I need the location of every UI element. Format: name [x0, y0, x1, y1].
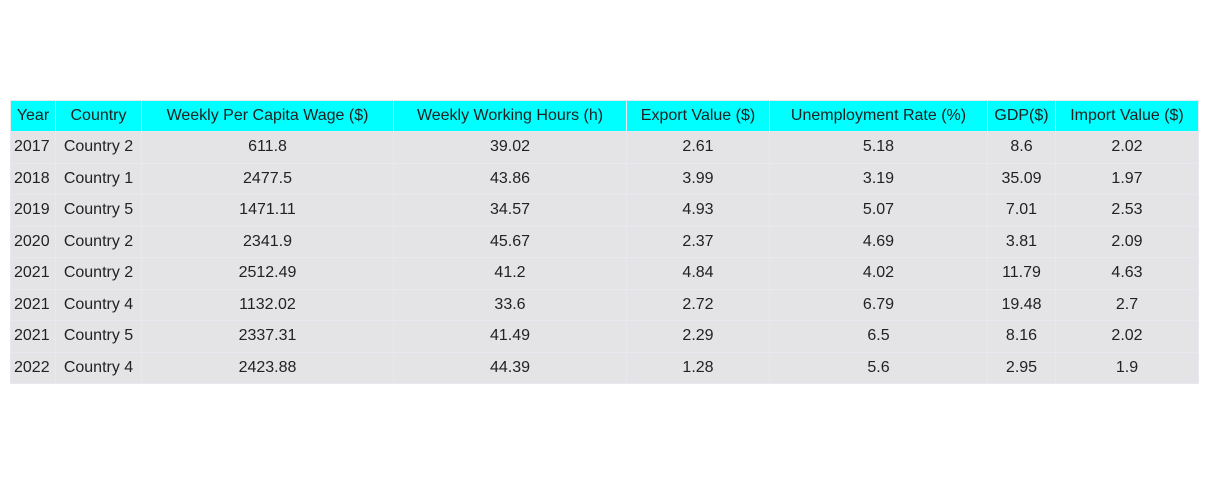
table-cell: 7.01	[987, 194, 1056, 227]
table-row: 2020 Country 2 2341.9 45.67 2.37 4.69 3.81 2.09	[10, 225, 1199, 258]
table-cell: 35.09	[987, 162, 1056, 195]
table-cell: Country 2	[55, 131, 142, 164]
table-body: 2017 Country 2 611.8 39.02 2.61 5.18 8.6 2.02 20…	[10, 131, 1199, 384]
table-cell: 4.93	[626, 194, 770, 227]
table-cell: 5.6	[769, 351, 988, 384]
table-cell: 41.2	[393, 257, 627, 290]
table-cell: 2.7	[1055, 288, 1199, 321]
table-row: 2021 Country 5 2337.31 41.49 2.29 6.5 8.16 2.02	[10, 320, 1199, 353]
table-cell: 2337.31	[141, 320, 394, 353]
table-cell: 2.02	[1055, 131, 1199, 164]
table-cell: 34.57	[393, 194, 627, 227]
table-cell: 2.02	[1055, 320, 1199, 353]
table-cell: Country 5	[55, 320, 142, 353]
table-cell: 39.02	[393, 131, 627, 164]
table-cell: Country 2	[55, 257, 142, 290]
table-cell: 611.8	[141, 131, 394, 164]
table-cell: 2.72	[626, 288, 770, 321]
table-cell: 4.02	[769, 257, 988, 290]
table-cell: 2020	[10, 225, 56, 258]
column-header: Unemployment Rate (%)	[769, 100, 988, 132]
table-cell: 1132.02	[141, 288, 394, 321]
table-cell: 1.97	[1055, 162, 1199, 195]
table-cell: Country 1	[55, 162, 142, 195]
table-cell: 4.63	[1055, 257, 1199, 290]
column-header: Import Value ($)	[1055, 100, 1199, 132]
table-cell: 4.84	[626, 257, 770, 290]
table-cell: 2.95	[987, 351, 1056, 384]
column-header: Weekly Per Capita Wage ($)	[141, 100, 394, 132]
table-cell: 3.99	[626, 162, 770, 195]
table-cell: 5.07	[769, 194, 988, 227]
table-cell: 2477.5	[141, 162, 394, 195]
table-cell: 5.18	[769, 131, 988, 164]
table-cell: 2423.88	[141, 351, 394, 384]
table-cell: 2022	[10, 351, 56, 384]
table-cell: 2021	[10, 320, 56, 353]
table-cell: 2.37	[626, 225, 770, 258]
table-cell: 11.79	[987, 257, 1056, 290]
table-cell: Country 4	[55, 351, 142, 384]
table-cell: 6.5	[769, 320, 988, 353]
table-cell: 3.19	[769, 162, 988, 195]
table-row: 2021 Country 2 2512.49 41.2 4.84 4.02 11.79 4.6…	[10, 257, 1199, 290]
column-header: Export Value ($)	[626, 100, 770, 132]
table-cell: 1471.11	[141, 194, 394, 227]
table-cell: Country 5	[55, 194, 142, 227]
table-cell: 1.9	[1055, 351, 1199, 384]
table-row: 2019 Country 5 1471.11 34.57 4.93 5.07 7.01 2.5…	[10, 194, 1199, 227]
table-cell: 19.48	[987, 288, 1056, 321]
table-row: 2022 Country 4 2423.88 44.39 1.28 5.6 2.95 1.9	[10, 351, 1199, 384]
table-row: 2018 Country 1 2477.5 43.86 3.99 3.19 35.09 1.9…	[10, 162, 1199, 195]
table-cell: 43.86	[393, 162, 627, 195]
data-table: Year Country Weekly Per Capita Wage ($) Wee…	[10, 100, 1199, 384]
table-cell: 8.16	[987, 320, 1056, 353]
data-table-container: Year Country Weekly Per Capita Wage ($) Wee…	[10, 100, 1199, 384]
table-cell: 4.69	[769, 225, 988, 258]
table-cell: 2.29	[626, 320, 770, 353]
table-row: 2017 Country 2 611.8 39.02 2.61 5.18 8.6 2.02	[10, 131, 1199, 164]
table-cell: 2.61	[626, 131, 770, 164]
table-cell: 44.39	[393, 351, 627, 384]
table-cell: 2021	[10, 257, 56, 290]
table-cell: 33.6	[393, 288, 627, 321]
table-cell: 6.79	[769, 288, 988, 321]
table-cell: 2018	[10, 162, 56, 195]
table-cell: 2017	[10, 131, 56, 164]
table-row: 2021 Country 4 1132.02 33.6 2.72 6.79 19.48 2.7	[10, 288, 1199, 321]
table-cell: 2341.9	[141, 225, 394, 258]
column-header: GDP($)	[987, 100, 1056, 132]
table-cell: 2.53	[1055, 194, 1199, 227]
table-cell: 41.49	[393, 320, 627, 353]
table-cell: 2021	[10, 288, 56, 321]
table-cell: 2512.49	[141, 257, 394, 290]
table-cell: 8.6	[987, 131, 1056, 164]
table-cell: 3.81	[987, 225, 1056, 258]
table-cell: 45.67	[393, 225, 627, 258]
table-cell: 2019	[10, 194, 56, 227]
column-header: Country	[55, 100, 142, 132]
table-cell: 1.28	[626, 351, 770, 384]
column-header: Weekly Working Hours (h)	[393, 100, 627, 132]
table-cell: Country 4	[55, 288, 142, 321]
table-cell: 2.09	[1055, 225, 1199, 258]
column-header: Year	[10, 100, 56, 132]
table-cell: Country 2	[55, 225, 142, 258]
table-header-row: Year Country Weekly Per Capita Wage ($) Wee…	[10, 100, 1199, 132]
